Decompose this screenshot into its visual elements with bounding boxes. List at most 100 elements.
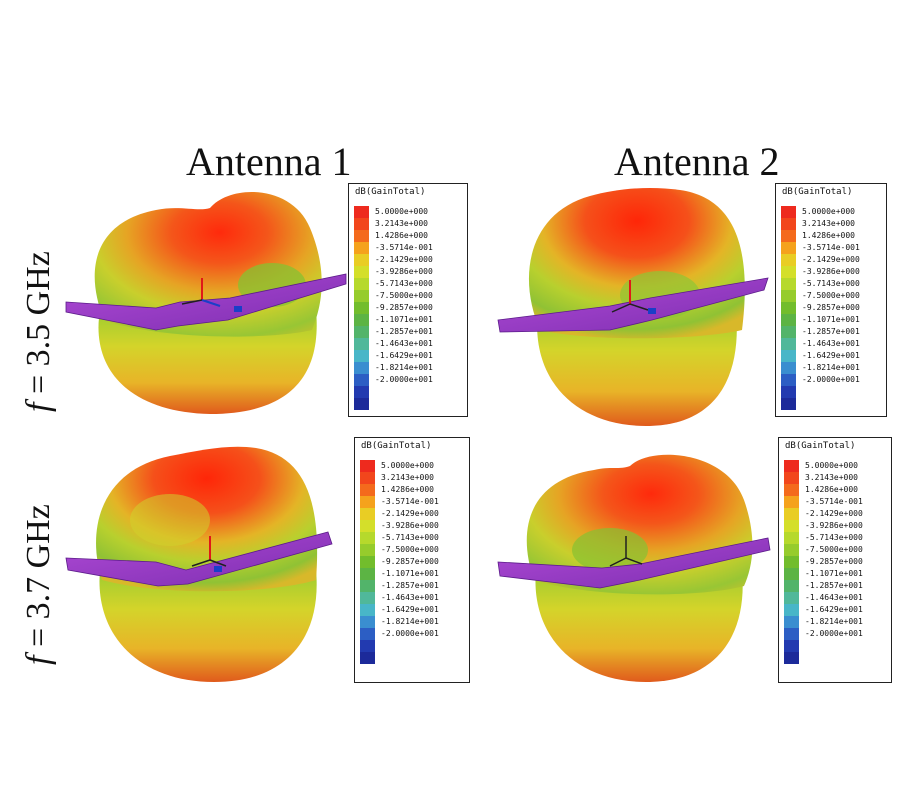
legend-value-label: -7.5000e+000 — [375, 291, 433, 300]
legend-swatch — [784, 652, 799, 664]
legend-value-label: 5.0000e+000 — [381, 461, 434, 470]
legend-value-label: -1.2857e+001 — [381, 581, 439, 590]
legend-swatch — [781, 314, 796, 326]
legend-value-label: -5.7143e+000 — [805, 533, 863, 542]
legend-value-label: 5.0000e+000 — [805, 461, 858, 470]
legend-colorbar — [784, 460, 799, 664]
pattern-dimple — [572, 528, 648, 572]
legend-value-label: -1.6429e+001 — [375, 351, 433, 360]
column-title-antenna-1: Antenna 1 — [186, 139, 352, 184]
legend-swatch — [354, 362, 369, 374]
legend-swatch — [784, 568, 799, 580]
legend-swatch — [354, 278, 369, 290]
legend-value-label: -3.9286e+000 — [381, 521, 439, 530]
legend-swatch — [354, 290, 369, 302]
legend-value-label: -1.4643e+001 — [802, 339, 860, 348]
legend-swatch — [781, 230, 796, 242]
legend-swatch — [360, 460, 375, 472]
legend-swatch — [781, 326, 796, 338]
row-symbol: f — [20, 655, 57, 665]
axis-triad-icon — [181, 278, 242, 312]
legend-value-label: -5.7143e+000 — [381, 533, 439, 542]
legend-swatch — [784, 556, 799, 568]
legend-value-label: 3.2143e+000 — [375, 219, 428, 228]
row-label-text: = 3.5 GHz — [20, 251, 57, 403]
radiation-pattern-antenna-1-3-7ghz — [65, 446, 333, 682]
legend-value-label: -9.2857e+000 — [805, 557, 863, 566]
legend-swatch — [784, 508, 799, 520]
legend-swatch — [784, 580, 799, 592]
gain-legend-antenna-2-3-5ghz: dB(GainTotal) 5.0000e+000 3.2143e+000 1.42… — [775, 183, 887, 417]
legend-swatch — [360, 568, 375, 580]
legend-swatch — [784, 616, 799, 628]
legend-swatch — [784, 604, 799, 616]
legend-value-label: -1.6429e+001 — [802, 351, 860, 360]
legend-value-label: -3.9286e+000 — [375, 267, 433, 276]
legend-swatch — [360, 472, 375, 484]
legend-value-label: -1.1071e+001 — [375, 315, 433, 324]
legend-value-label: -1.4643e+001 — [381, 593, 439, 602]
legend-swatch — [354, 230, 369, 242]
legend-swatch — [354, 350, 369, 362]
legend-value-label: 3.2143e+000 — [805, 473, 858, 482]
radiation-pattern-antenna-1-3-5ghz — [65, 191, 347, 414]
legend-swatch — [781, 398, 796, 410]
legend-value-label: -1.1071e+001 — [381, 569, 439, 578]
legend-value-label: 5.0000e+000 — [375, 207, 428, 216]
gain-legend-antenna-2-3-7ghz: dB(GainTotal) 5.0000e+000 3.2143e+000 1.42… — [778, 437, 892, 683]
legend-swatch — [784, 472, 799, 484]
legend-values: 5.0000e+000 3.2143e+000 1.4286e+000 -3.5714… — [375, 206, 433, 386]
legend-value-label: -2.1429e+000 — [802, 255, 860, 264]
legend-swatch — [360, 640, 375, 652]
legend-value-label: -1.2857e+001 — [805, 581, 863, 590]
legend-value-label: -1.2857e+001 — [802, 327, 860, 336]
row-symbol: f — [20, 402, 57, 412]
legend-swatch — [354, 398, 369, 410]
legend-value-label: -2.0000e+001 — [802, 375, 860, 384]
axis-triad-icon — [611, 280, 656, 314]
legend-value-label: -3.5714e-001 — [805, 497, 863, 506]
legend-swatch — [354, 254, 369, 266]
legend-swatch — [354, 242, 369, 254]
legend-swatch — [781, 386, 796, 398]
legend-swatch — [781, 374, 796, 386]
legend-value-label: -5.7143e+000 — [802, 279, 860, 288]
legend-value-label: -2.0000e+001 — [375, 375, 433, 384]
legend-swatch — [360, 652, 375, 664]
legend-value-label: -1.4643e+001 — [805, 593, 863, 602]
legend-value-label: -2.1429e+000 — [381, 509, 439, 518]
legend-swatch — [781, 362, 796, 374]
legend-value-label: 1.4286e+000 — [805, 485, 858, 494]
pattern-lower-lobe — [98, 310, 317, 414]
legend-value-label: 1.4286e+000 — [802, 231, 855, 240]
legend-value-label: -1.8214e+001 — [802, 363, 860, 372]
legend-value-label: -2.0000e+001 — [381, 629, 439, 638]
legend-swatch — [354, 338, 369, 350]
legend-swatch — [784, 544, 799, 556]
gain-legend-antenna-1-3-7ghz: dB(GainTotal) 5.0000e+000 3.2143e+000 1.42… — [354, 437, 470, 683]
row-label-3-7ghz: f = 3.7 GHz — [20, 504, 58, 665]
legend-value-label: -7.5000e+000 — [802, 291, 860, 300]
legend-swatch — [784, 484, 799, 496]
legend-swatch — [781, 218, 796, 230]
pattern-lower-lobe — [99, 570, 317, 682]
legend-title: dB(GainTotal) — [355, 187, 426, 197]
legend-value-label: -2.1429e+000 — [375, 255, 433, 264]
legend-value-label: -5.7143e+000 — [375, 279, 433, 288]
gain-legend-antenna-1-3-5ghz: dB(GainTotal) 5.0000e+000 3.2143e+000 1.42… — [348, 183, 468, 417]
legend-value-label: -1.8214e+001 — [375, 363, 433, 372]
legend-value-label: -1.6429e+001 — [805, 605, 863, 614]
legend-swatch — [360, 496, 375, 508]
legend-title: dB(GainTotal) — [361, 441, 432, 451]
legend-value-label: -1.1071e+001 — [802, 315, 860, 324]
legend-value-label: -3.9286e+000 — [802, 267, 860, 276]
legend-value-label: -9.2857e+000 — [375, 303, 433, 312]
legend-value-label: -1.8214e+001 — [381, 617, 439, 626]
legend-swatch — [354, 374, 369, 386]
legend-swatch — [781, 278, 796, 290]
legend-swatch — [784, 520, 799, 532]
legend-value-label: -9.2857e+000 — [802, 303, 860, 312]
legend-swatch — [784, 628, 799, 640]
legend-value-label: -1.4643e+001 — [375, 339, 433, 348]
legend-swatch — [360, 580, 375, 592]
